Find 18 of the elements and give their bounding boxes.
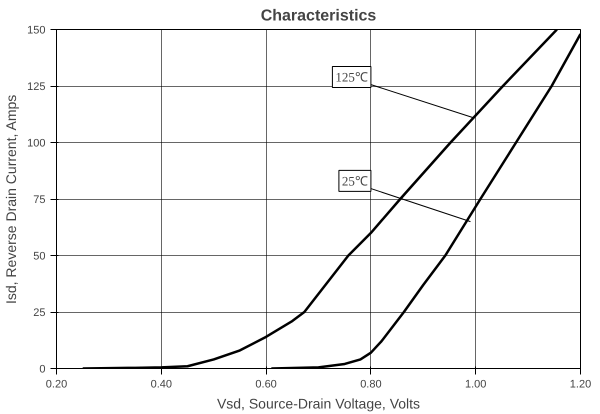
x-tick-label: 0.80 [360, 378, 382, 390]
y-tick-label: 75 [33, 194, 46, 206]
y-tick-label: 125 [27, 81, 46, 93]
y-tick-label: 50 [33, 250, 46, 262]
y-tick-label: 100 [27, 138, 46, 150]
x-tick-label: 0.40 [150, 378, 172, 390]
annotation: 25℃ [342, 173, 368, 188]
annotation: 125℃ [335, 69, 368, 84]
x-tick-label: 1.00 [464, 378, 486, 390]
x-tick-label: 1.20 [570, 378, 592, 390]
x-axis-title: Vsd, Source-Drain Voltage, Volts [216, 396, 420, 412]
chart-title: Characteristics [260, 8, 376, 24]
y-tick-label: 150 [27, 24, 46, 36]
x-tick-label: 0.20 [46, 378, 68, 390]
y-tick-label: 0 [39, 364, 46, 376]
x-tick-label: 0.60 [255, 378, 277, 390]
y-axis-title: Isd, Reverse Drain Current, Amps [3, 94, 20, 304]
y-tick-label: 25 [33, 307, 46, 319]
